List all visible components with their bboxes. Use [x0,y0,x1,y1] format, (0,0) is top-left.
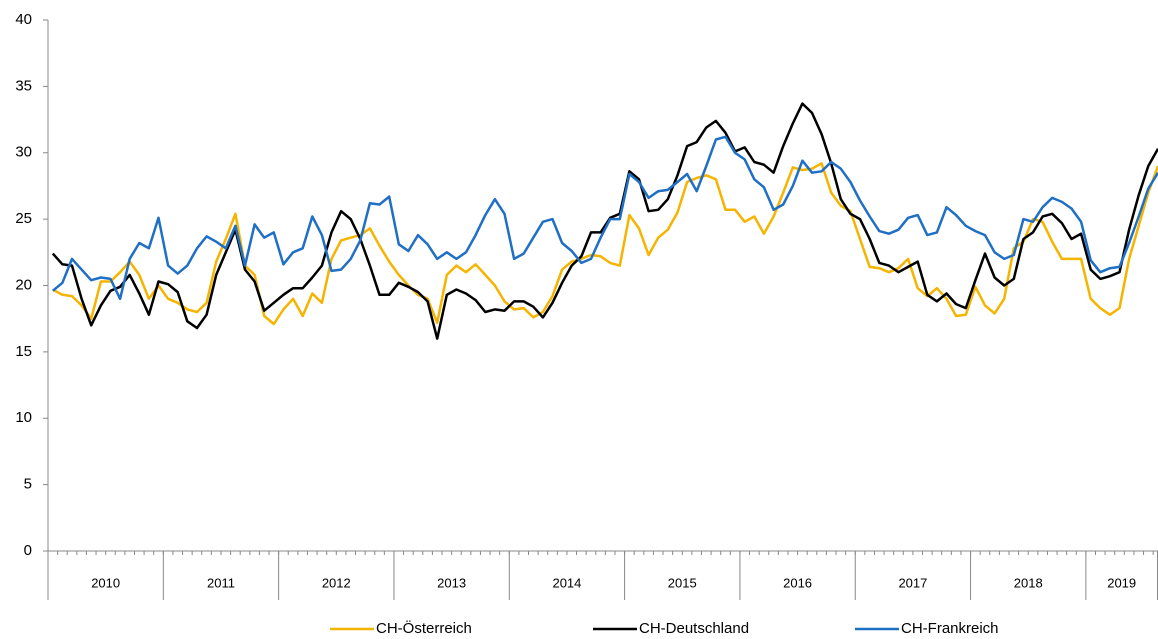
series-line [52,162,1158,326]
legend-label: CH-Frankreich [901,620,999,637]
y-tick-label: 40 [15,11,32,28]
x-group-label: 2016 [783,575,812,590]
x-group-label: 2015 [668,575,697,590]
x-group-label: 2014 [552,575,581,590]
y-tick-label: 10 [15,409,32,426]
series-line [51,135,1158,301]
x-group-label: 2012 [322,575,351,590]
y-tick-label: 30 [15,144,32,161]
legend-label: CH-Deutschland [639,620,749,637]
x-group-label: 2017 [898,575,927,590]
y-tick-label: 20 [15,276,32,293]
y-tick-label: 0 [24,542,32,559]
y-tick-label: 15 [15,343,32,360]
y-tick-label: 35 [15,77,32,94]
x-group-label: 2010 [91,575,120,590]
x-group-label: 2018 [1014,575,1043,590]
legend-label: CH-Österreich [376,619,472,637]
x-group-label: 2011 [207,575,235,590]
x-group-label: 2013 [437,575,466,590]
x-group-label: 2019 [1107,575,1136,590]
y-tick-label: 5 [24,476,32,493]
series-line [51,102,1158,340]
y-tick-label: 25 [15,210,32,227]
